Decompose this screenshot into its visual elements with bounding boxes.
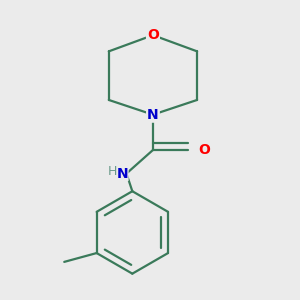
Text: O: O bbox=[147, 28, 159, 42]
Text: N: N bbox=[147, 108, 159, 122]
Text: O: O bbox=[198, 143, 210, 157]
Text: N: N bbox=[116, 167, 128, 181]
Text: H: H bbox=[108, 165, 117, 178]
